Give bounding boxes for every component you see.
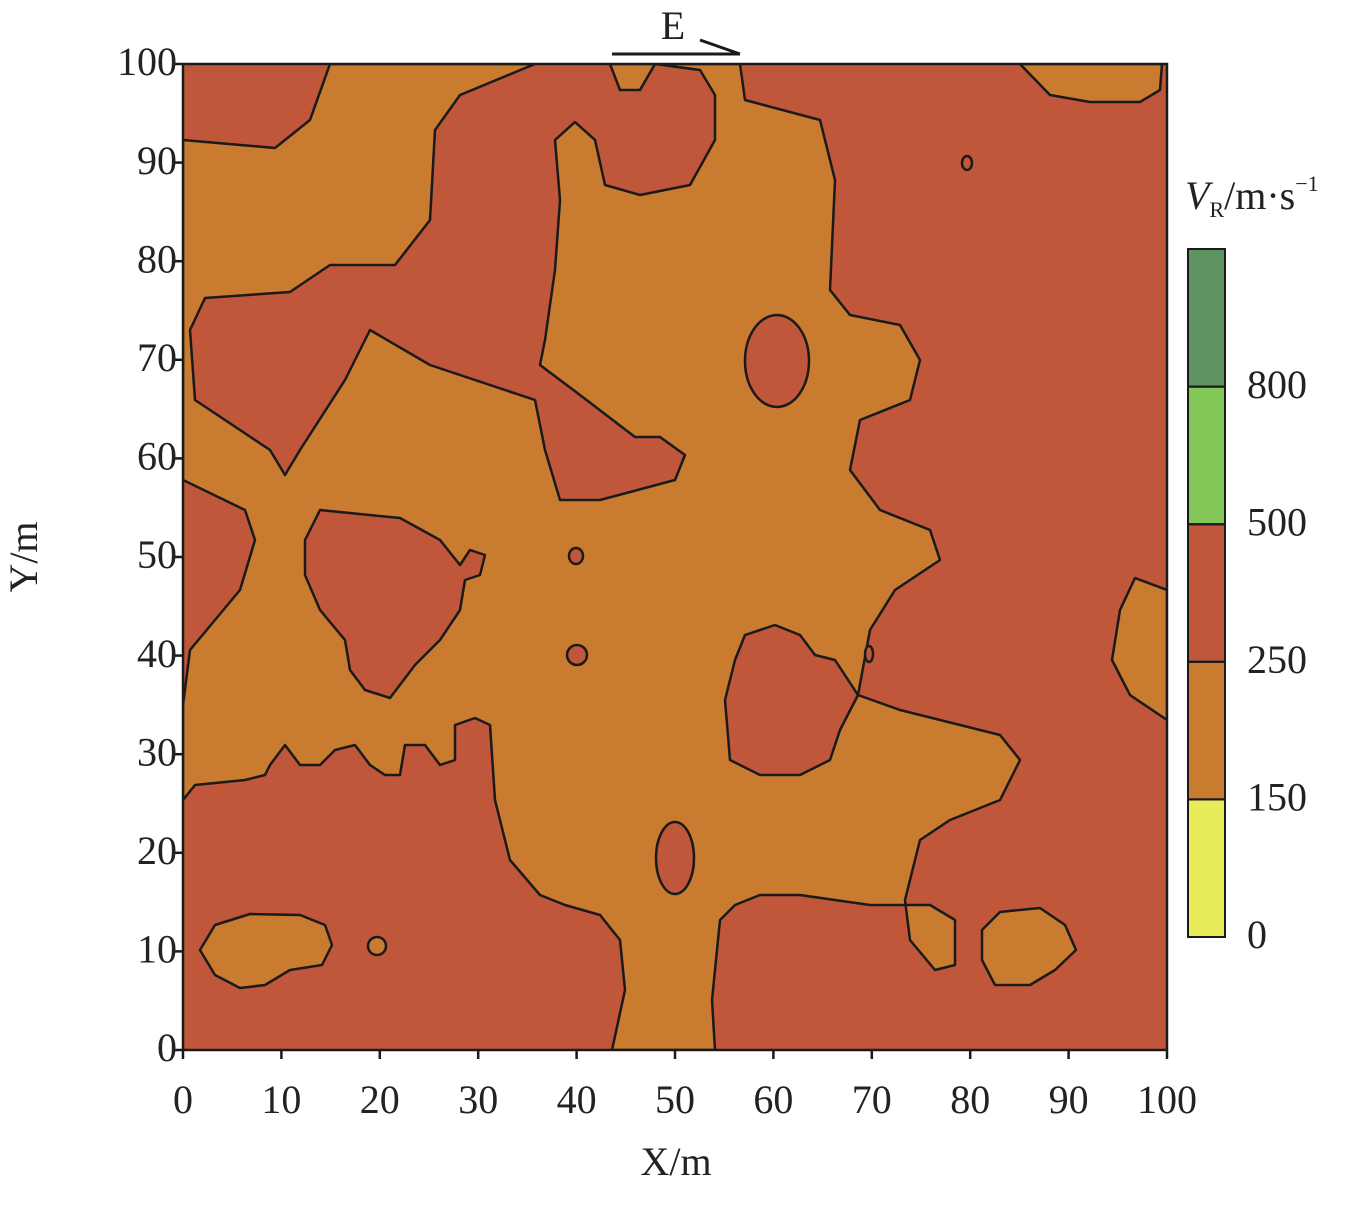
region-orange: [980, 906, 1078, 987]
x-tick-label: 40: [557, 1077, 597, 1122]
direction-label: E: [661, 3, 685, 48]
region-red: [863, 644, 875, 664]
x-tick-label: 50: [655, 1077, 695, 1122]
y-tick-label: 60: [137, 434, 177, 479]
region-orange: [198, 912, 334, 990]
region-orange: [183, 64, 1022, 1050]
x-tick-label: 60: [753, 1077, 793, 1122]
colorbar-title-subscript: R: [1209, 197, 1224, 222]
x-tick-label: 80: [950, 1077, 990, 1122]
x-tick-label: 20: [360, 1077, 400, 1122]
colorbar-segment: [1187, 523, 1226, 663]
colorbar-tick-label: 250: [1247, 637, 1307, 682]
region-red: [565, 643, 589, 667]
colorbar-tick-label: 150: [1247, 775, 1307, 820]
x-tick-label: 70: [852, 1077, 892, 1122]
contour-map: [183, 64, 1167, 1050]
y-tick-label: 50: [137, 532, 177, 577]
region-red: [567, 546, 585, 566]
region-red: [303, 508, 487, 700]
y-tick-label: 90: [137, 138, 177, 183]
colorbar-segment: [1187, 798, 1226, 939]
region-red: [960, 154, 974, 172]
y-tick-label: 40: [137, 631, 177, 676]
colorbar-tick-label: 0: [1247, 912, 1267, 957]
colorbar-title-unit: /m·s: [1224, 173, 1295, 218]
y-tick-label: 20: [137, 828, 177, 873]
region-orange: [1018, 64, 1164, 104]
region-red: [654, 820, 696, 896]
colorbar-title-exponent: −1: [1295, 171, 1318, 196]
y-tick-label: 70: [137, 335, 177, 380]
x-tick-label: 100: [1137, 1077, 1197, 1122]
y-axis-label: Y/m: [1, 521, 46, 592]
colorbar-tick-label: 500: [1247, 499, 1307, 544]
direction-arrow-head: [699, 38, 741, 56]
colorbar-tick-label: 800: [1247, 362, 1307, 407]
x-tick-label: 0: [173, 1077, 193, 1122]
colorbar-segment: [1187, 248, 1226, 388]
colorbar-title-symbol: V: [1185, 173, 1214, 218]
y-tick-label: 30: [137, 729, 177, 774]
region-orange: [1110, 576, 1167, 722]
y-tick-label: 80: [137, 236, 177, 281]
x-tick-label: 90: [1049, 1077, 1089, 1122]
colorbar-segment: [1187, 660, 1226, 801]
region-red: [743, 313, 811, 409]
x-tick-label: 10: [261, 1077, 301, 1122]
colorbar-segment: [1187, 385, 1226, 526]
colorbar-title: VR/m·s−1: [1185, 171, 1319, 222]
x-tick-label: 30: [458, 1077, 498, 1122]
y-tick-label: 100: [117, 39, 177, 84]
x-axis-label: X/m: [640, 1139, 711, 1184]
y-tick-label: 0: [157, 1025, 177, 1070]
region-red: [723, 623, 860, 777]
y-tick-label: 10: [137, 927, 177, 972]
region-orange: [366, 935, 388, 957]
